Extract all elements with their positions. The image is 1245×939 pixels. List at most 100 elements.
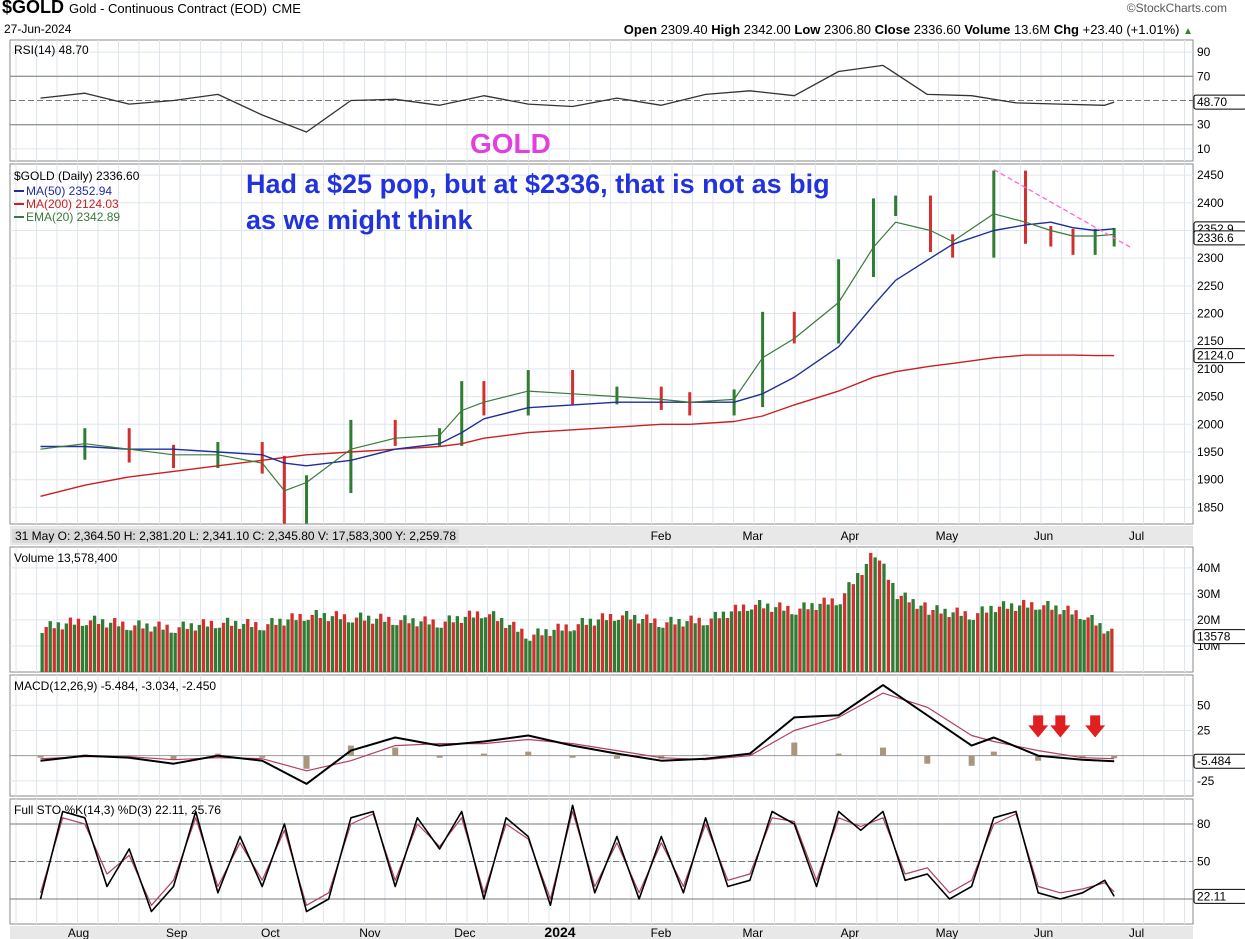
volume-bar xyxy=(612,620,617,672)
volume-bar xyxy=(391,624,395,672)
volume-bar xyxy=(221,622,226,672)
volume-bar xyxy=(342,614,347,672)
volume-bar xyxy=(346,622,351,672)
volume-bar xyxy=(873,557,877,672)
volume-bar xyxy=(753,604,758,672)
volume-bar xyxy=(869,552,873,672)
volume-bar xyxy=(1022,600,1026,672)
volume-bar xyxy=(64,623,68,672)
volume-bar xyxy=(379,613,383,672)
sto-label: Full STO %K(14,3) %D(3) 22.11, 25.76 xyxy=(14,803,221,817)
macd-histogram-bar xyxy=(436,755,443,758)
ohlcv-strip: 31 May O: 2,364.50 H: 2,381.20 L: 2,341.… xyxy=(12,529,459,543)
chart-header: $GOLD Gold - Continuous Contract (EOD) C… xyxy=(0,0,1245,38)
annotation-gold: GOLD xyxy=(470,128,551,159)
open-label: Open xyxy=(623,22,658,37)
volume-bar xyxy=(96,623,101,672)
sto-tick-80: 80 xyxy=(1197,817,1211,831)
volume-bar xyxy=(826,604,830,672)
volume-bar xyxy=(568,631,572,672)
volume-bar xyxy=(117,626,121,672)
instrument-name: Gold - Continuous Contract (EOD) xyxy=(69,1,267,16)
volume-bar xyxy=(68,617,73,672)
volume-bar xyxy=(520,628,524,672)
volume-label: Volume 13,578,400 xyxy=(14,551,118,565)
volume-bar xyxy=(322,613,326,672)
volume-last-tag: 13578 xyxy=(1197,630,1231,644)
volume-bar xyxy=(665,622,669,672)
volume-bar xyxy=(165,624,169,672)
volume-bar xyxy=(242,623,246,672)
volume-bar xyxy=(864,563,869,672)
volume-bar xyxy=(60,629,64,672)
macd-histogram-bar xyxy=(746,753,753,756)
volume-bar xyxy=(383,621,387,672)
volume-bar xyxy=(532,634,536,672)
volume-bar xyxy=(993,612,998,672)
price-tick-2200: 2200 xyxy=(1197,307,1224,321)
volume-bar xyxy=(778,602,782,672)
volume-bar xyxy=(1054,605,1058,672)
macd-histogram-bar xyxy=(303,755,310,769)
volume-bar xyxy=(616,619,621,672)
volume-bar xyxy=(584,624,588,672)
chg-label: Chg xyxy=(1053,22,1079,37)
volume-bar xyxy=(1005,608,1010,672)
open-value: 2309.40 xyxy=(660,22,708,37)
volume-bar xyxy=(423,616,427,672)
macd-histogram-bar xyxy=(613,755,620,759)
rsi-tick-10: 10 xyxy=(1197,142,1211,156)
volume-bar xyxy=(149,631,153,672)
volume-bar xyxy=(1050,609,1054,672)
lower-axis-Dec: Dec xyxy=(454,926,475,939)
volume-bar xyxy=(76,618,81,672)
volume-bar xyxy=(790,614,794,672)
volume-bar xyxy=(516,631,520,672)
volume-bar xyxy=(939,613,943,672)
volume-bar xyxy=(782,610,786,672)
volume-bar xyxy=(483,617,488,672)
brand-logo[interactable]: ©StockCharts.com xyxy=(1126,1,1227,15)
rsi-tick-30: 30 xyxy=(1197,118,1211,132)
legend-1: MA(200) 2124.03 xyxy=(26,197,119,211)
volume-bar xyxy=(310,614,314,672)
volume-bar xyxy=(173,632,177,672)
volume-bar xyxy=(1110,628,1114,672)
rsi-label: RSI(14) 48.70 xyxy=(14,43,89,57)
volume-bar xyxy=(298,613,302,672)
volume-bar xyxy=(721,611,726,672)
volume-bar xyxy=(495,621,500,672)
volume-bar xyxy=(1017,605,1022,672)
volume-bar xyxy=(104,627,109,672)
volume-bar xyxy=(822,597,826,672)
volume-bar xyxy=(1001,601,1006,672)
up-arrow-icon: ▲ xyxy=(1183,26,1193,37)
macd-histogram-bar xyxy=(37,755,44,758)
volume-bar xyxy=(608,613,613,672)
legend-0: MA(50) 2352.94 xyxy=(26,184,112,198)
macd-histogram-bar xyxy=(525,751,532,756)
price-tick-2050: 2050 xyxy=(1197,390,1224,404)
volume-bar xyxy=(882,563,886,672)
volume-bar xyxy=(189,623,193,672)
volume-bar xyxy=(1090,614,1094,672)
volume-bar xyxy=(798,608,802,672)
legend-2: EMA(20) 2342.89 xyxy=(26,210,120,224)
macd-histogram-bar xyxy=(1035,755,1042,761)
volume-bar xyxy=(350,622,355,672)
volume-bar xyxy=(133,625,137,672)
volume-bar xyxy=(641,618,645,672)
volume-bar xyxy=(471,617,476,672)
volume-bar xyxy=(544,629,548,672)
volume-bar xyxy=(44,627,48,672)
sell-arrow-icon xyxy=(1085,715,1106,738)
volume-bar xyxy=(419,621,423,672)
volume-bar xyxy=(624,610,629,672)
ma200-tag: 2124.0 xyxy=(1197,349,1234,363)
volume-bar xyxy=(980,606,984,672)
volume-bar xyxy=(770,611,774,672)
ma200-tag-box xyxy=(1193,348,1245,364)
volume-bar xyxy=(737,611,742,672)
volume-bar xyxy=(717,618,721,672)
volume-bar xyxy=(1058,614,1062,672)
